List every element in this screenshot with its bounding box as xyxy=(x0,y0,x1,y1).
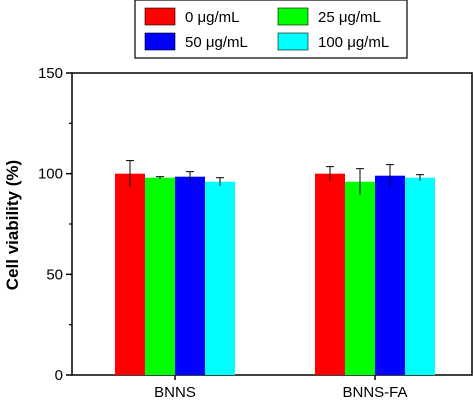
bar xyxy=(145,177,175,375)
legend-swatch xyxy=(277,7,309,26)
bar xyxy=(115,173,145,375)
error-bars-layer xyxy=(126,160,424,195)
legend-swatch xyxy=(144,7,176,26)
legend-label: 0 μg/mL xyxy=(185,9,240,26)
bar xyxy=(205,181,235,375)
y-tick-label: 100 xyxy=(38,166,63,183)
legend-swatch xyxy=(144,32,176,51)
bar xyxy=(405,177,435,375)
x-tick-label: BNNS xyxy=(154,384,196,401)
legend-label: 50 μg/mL xyxy=(185,34,248,51)
bars-layer xyxy=(115,173,435,375)
legend-label: 100 μg/mL xyxy=(318,34,389,51)
legend-swatch xyxy=(277,32,309,51)
bar xyxy=(315,173,345,375)
y-tick-label: 50 xyxy=(46,266,63,283)
y-axis-title: Cell viability (%) xyxy=(3,160,22,290)
bar xyxy=(175,176,205,375)
legend: 0 μg/mL 25 μg/mL 50 μg/mL 100 μg/mL xyxy=(134,0,408,59)
x-axis: BNNS BNNS-FA xyxy=(154,375,408,401)
legend-label: 25 μg/mL xyxy=(318,9,381,26)
y-axis: 0 50 100 150 xyxy=(38,65,72,384)
legend-box xyxy=(134,0,408,59)
y-tick-label: 0 xyxy=(55,367,63,384)
x-tick-label: BNNS-FA xyxy=(342,384,407,401)
bar xyxy=(345,181,375,375)
bar xyxy=(375,175,405,375)
y-tick-label: 150 xyxy=(38,65,63,82)
